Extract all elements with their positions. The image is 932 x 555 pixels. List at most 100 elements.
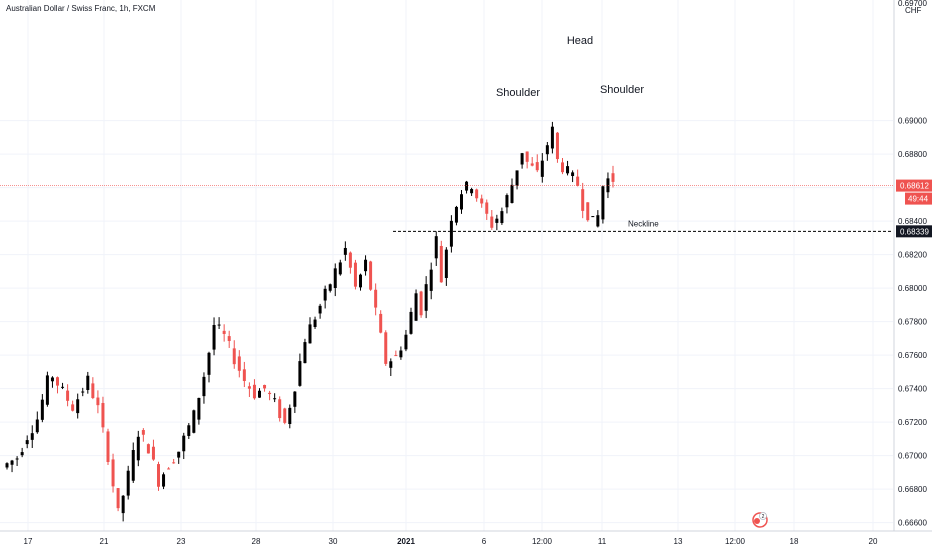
- candle-body: [465, 181, 469, 191]
- candle-body: [485, 202, 489, 214]
- price-tick-label: 0.66600: [898, 519, 927, 528]
- candle-body: [384, 332, 388, 364]
- candle-body: [263, 384, 267, 389]
- candle-body: [167, 468, 171, 470]
- countdown-value: 49:44: [908, 195, 929, 204]
- candle-body: [495, 218, 499, 223]
- head-label: Head: [567, 35, 593, 47]
- price-tags: 0.68612 49:44 0.68339: [896, 179, 932, 238]
- candle-body: [242, 369, 246, 381]
- candle-body: [50, 377, 54, 382]
- time-tick-label: 12:00: [532, 537, 553, 546]
- candle-body: [182, 435, 186, 452]
- candle-body: [561, 162, 564, 173]
- candle-body: [606, 178, 610, 193]
- candle-body: [596, 215, 600, 227]
- price-tick-label: 0.67400: [898, 385, 927, 394]
- candle-body: [252, 384, 256, 399]
- candle-body: [576, 176, 580, 186]
- price-tick-label: 0.67800: [898, 318, 927, 327]
- candle-body: [470, 189, 474, 194]
- candle-body: [237, 356, 241, 371]
- symbol-title: Australian Dollar / Swiss Franc, 1h, FXC…: [6, 4, 156, 13]
- candle-body: [126, 470, 130, 496]
- candle-body: [162, 474, 166, 487]
- candle-body: [116, 488, 120, 509]
- candle-body: [288, 407, 292, 424]
- candle-body: [111, 459, 115, 487]
- candle-body: [232, 348, 236, 365]
- time-tick-label: 2021: [397, 537, 415, 546]
- candle-body: [35, 419, 39, 433]
- candle-body: [258, 390, 261, 398]
- candle-body: [323, 288, 327, 301]
- candle-body: [490, 216, 494, 228]
- candle-body: [172, 462, 176, 464]
- candle-body: [510, 184, 514, 203]
- candle-body: [540, 160, 544, 177]
- time-tick-label: 18: [790, 537, 799, 546]
- candle-body: [91, 383, 95, 399]
- candle-body: [247, 386, 251, 389]
- candle-body: [545, 145, 549, 155]
- candle-body: [399, 350, 403, 358]
- price-tick-label: 0.67000: [898, 452, 927, 461]
- time-tick-label: 23: [177, 537, 186, 546]
- candle-body: [151, 446, 155, 460]
- candle-body: [318, 305, 322, 314]
- candle-body: [429, 269, 433, 291]
- candle-body: [364, 259, 368, 272]
- price-tick-label: 0.68800: [898, 150, 927, 159]
- candle-body: [394, 355, 398, 357]
- candle-body: [86, 375, 90, 390]
- time-tick-label: 11: [598, 537, 607, 546]
- candle-body: [283, 408, 287, 423]
- candle-body: [268, 392, 272, 395]
- candle-body: [131, 450, 135, 481]
- candle-body: [212, 324, 216, 350]
- price-tick-label: 0.67200: [898, 418, 927, 427]
- candle-body: [611, 173, 615, 182]
- candle-body: [460, 194, 463, 210]
- candle-body: [217, 324, 221, 326]
- candle-body: [106, 431, 110, 462]
- candle-body: [555, 132, 559, 160]
- candle-body: [434, 236, 438, 259]
- neckline-label: Neckline: [628, 219, 659, 228]
- candle-layer: [5, 121, 615, 522]
- events-icon[interactable]: 2: [752, 512, 768, 528]
- candle-body: [369, 261, 373, 290]
- candle-body: [136, 436, 140, 461]
- candle-body: [333, 268, 337, 288]
- candle-body: [66, 390, 70, 401]
- candle-body: [328, 284, 332, 291]
- candle-body: [566, 166, 570, 174]
- candle-body: [359, 274, 362, 288]
- candle-body: [273, 398, 277, 400]
- time-tick-label: 30: [329, 537, 338, 546]
- time-tick-label: 13: [674, 537, 683, 546]
- candle-body: [192, 410, 196, 433]
- shoulder-label: Shoulder: [496, 87, 540, 99]
- candle-body: [45, 375, 49, 405]
- candle-body: [30, 433, 34, 440]
- candle-body: [591, 216, 595, 218]
- candle-body: [515, 170, 519, 186]
- time-tick-label: 28: [252, 537, 261, 546]
- candle-body: [535, 162, 539, 171]
- candle-body: [71, 404, 75, 411]
- candle-body: [10, 460, 14, 465]
- candle-body: [146, 444, 150, 454]
- candle-body: [141, 430, 145, 435]
- candle-body: [475, 189, 479, 199]
- candle-body: [444, 249, 448, 278]
- candle-body: [303, 342, 307, 364]
- candle-body: [505, 195, 509, 208]
- candle-body: [81, 391, 85, 393]
- price-tick-label: 0.68200: [898, 251, 927, 260]
- candle-body: [15, 458, 19, 460]
- time-tick-label: 12:00: [725, 537, 746, 546]
- candle-body: [308, 324, 312, 344]
